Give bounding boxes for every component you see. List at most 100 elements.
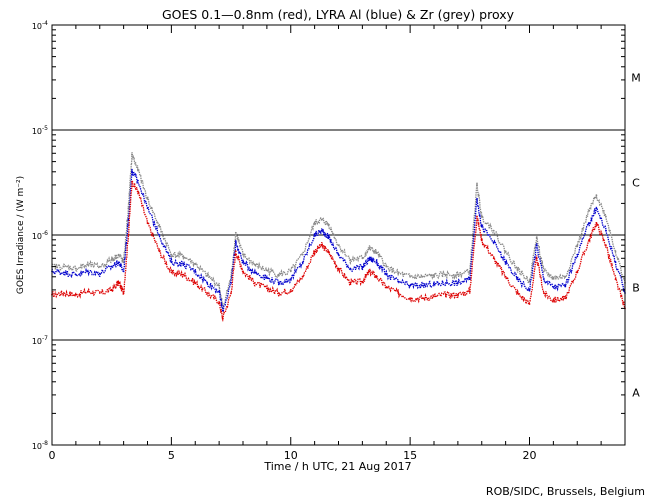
y-tick-label-4: 10-4 (32, 20, 48, 31)
series-0-point-7 (122, 292, 125, 294)
series-1-point-5 (110, 265, 113, 268)
series-2-point-32 (361, 257, 364, 260)
series-2-point-5 (110, 258, 113, 261)
x-axis: 0 5 10 15 20 (49, 25, 626, 462)
series-2-point-56 (605, 215, 607, 218)
series-2-point-20 (234, 231, 237, 234)
series-1-point-9 (131, 170, 133, 173)
flare-class-M: M (631, 72, 641, 85)
flare-level-lines (52, 129, 625, 341)
series-2-point-39 (433, 274, 435, 277)
series-2-point-11 (146, 198, 149, 200)
series-2-point-29 (328, 223, 330, 226)
series-2-point-25 (289, 270, 292, 273)
series-0-point-40 (445, 293, 447, 296)
series-1-point-23 (266, 277, 268, 279)
series-1-point-32 (361, 266, 364, 269)
y-tick-label-1: 10-7 (32, 335, 48, 346)
series-1-point-47 (516, 278, 519, 280)
series-1-point-7 (122, 270, 125, 273)
series-1-point-21 (242, 261, 244, 264)
series-0-point-49 (535, 257, 538, 260)
series-1-point-54 (588, 222, 591, 224)
series-1-point-42 (468, 278, 471, 280)
series-0-point-22 (254, 282, 256, 284)
series-0-point-48 (528, 303, 531, 305)
series-0-point-52 (564, 297, 567, 300)
flare-class-labels: A B C M (631, 72, 641, 400)
series-1-point-14 (182, 263, 185, 265)
series-1-point-10 (137, 179, 139, 182)
series-2-point-35 (385, 265, 388, 268)
series-0-point-56 (605, 244, 607, 247)
series-2-point-14 (182, 255, 185, 257)
series-1-point-41 (457, 282, 459, 284)
series-2-point-41 (457, 273, 459, 276)
series-1-point-40 (445, 282, 447, 284)
series-0-point-24 (277, 292, 280, 294)
series-2-point-16 (206, 274, 209, 277)
flare-class-A: A (632, 387, 640, 400)
series-1-point-35 (385, 273, 388, 276)
series-1-point-3 (86, 270, 89, 273)
series-2-point-6 (117, 253, 120, 256)
series-0-point-27 (313, 250, 316, 253)
series-2-point-45 (492, 229, 495, 232)
series-1-point-46 (504, 261, 507, 264)
series-2-point-1 (63, 265, 65, 268)
series-0-point-44 (480, 238, 483, 241)
series-2-point-26 (301, 253, 304, 256)
series-0-point-9 (131, 181, 133, 183)
series-1-point-52 (564, 284, 567, 287)
series-0-point-41 (457, 293, 459, 296)
series-2-point-36 (397, 272, 400, 275)
series-2-point-57 (614, 250, 617, 253)
series-2-point-30 (337, 244, 340, 247)
series-1-point-24 (277, 282, 280, 284)
series-2-point-13 (170, 253, 173, 256)
series-1-point-30 (337, 253, 340, 256)
series-line-1 (51, 168, 626, 312)
series-0-point-54 (588, 238, 591, 241)
series-0-point-15 (194, 282, 197, 284)
series-1-point-4 (98, 272, 101, 275)
series-0-point-29 (328, 251, 330, 254)
series-2-point-34 (375, 251, 378, 254)
series-line-0 (51, 180, 626, 322)
series-0-point-34 (375, 275, 378, 278)
series-1-point-48 (528, 289, 531, 291)
series-2-point-53 (576, 244, 579, 247)
series-0-point-1 (63, 292, 65, 294)
series-1-point-18 (221, 309, 224, 312)
series-1-point-11 (146, 207, 149, 210)
series-2-point-55 (595, 194, 598, 197)
series-1-point-12 (158, 234, 161, 236)
series-2-point-21 (242, 253, 244, 256)
series-1-point-1 (63, 271, 65, 274)
series-2-point-49 (535, 236, 538, 239)
series-0-point-38 (421, 297, 423, 300)
x-tick-label-0: 0 (49, 449, 56, 462)
series-2-point-4 (98, 265, 101, 268)
series-1 (51, 168, 626, 312)
x-tick-label-15: 15 (403, 449, 417, 462)
series-2-point-22 (254, 263, 256, 266)
series-2-point-27 (313, 222, 316, 224)
series-0-point-16 (206, 292, 209, 294)
series-0-point-11 (146, 222, 149, 224)
series-0-point-2 (75, 293, 77, 296)
credit-text: ROB/SIDC, Brussels, Belgium (486, 485, 645, 498)
series-2-point-2 (75, 267, 77, 270)
series-2-point-33 (368, 247, 371, 250)
series-2-point-17 (218, 284, 221, 287)
series-1-point-2 (75, 273, 77, 276)
series-2-point-12 (158, 225, 161, 228)
series-0-point-6 (117, 282, 120, 284)
series-0-point-26 (301, 275, 304, 278)
series-0-point-5 (110, 289, 113, 291)
series-1-point-13 (170, 261, 173, 264)
series-1-point-53 (576, 253, 579, 256)
series-0-point-57 (614, 278, 617, 280)
series-0-point-13 (170, 271, 173, 274)
